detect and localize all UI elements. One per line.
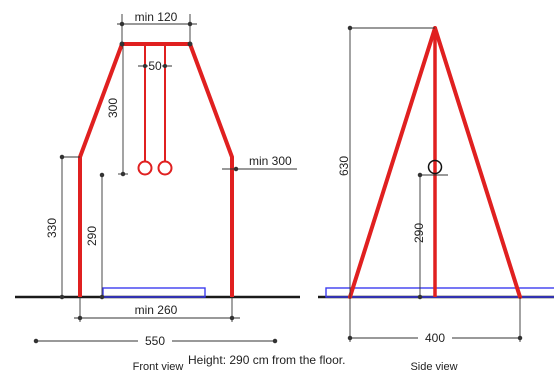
ring-gap-label-bg [148,59,162,72]
front-mat [102,287,206,298]
mat-width-label: min 260 [135,303,178,317]
side-ring [427,159,443,175]
side-view: 630 290 400 Side view [318,25,554,373]
side-ring-height-label: 290 [412,223,426,243]
rope-length-label: 300 [106,98,120,118]
mat-width-dimension [74,297,240,322]
height-note: Height: 290 cm from the floor. [188,353,345,367]
base-width-label: 550 [145,334,165,348]
side-view-caption: Side view [410,361,457,373]
side-right-leg [433,26,522,299]
total-height-label: 630 [337,156,351,176]
rope-length-dimension [118,44,128,177]
post-height-dimension [59,154,80,300]
base-depth-label: 400 [425,331,445,345]
base-width-dimension [33,338,278,344]
side-mat [325,287,554,298]
post-height-label: 330 [45,218,59,238]
side-clearance-label: min 300 [249,154,292,168]
side-clearance-dimension [222,166,297,172]
ring-gap-dimension [138,63,172,69]
total-height-dimension [347,25,435,297]
right-ring [157,160,173,176]
front-view-caption: Front view [133,361,184,373]
ring-height-dimension [99,172,105,300]
left-ring [137,160,153,176]
ring-gap-label: 50 [148,59,162,73]
ring-height-label: 290 [85,226,99,246]
front-frame [78,42,234,297]
top-width-label: min 120 [135,10,178,24]
side-ring-height-dimension [417,172,448,300]
front-view: min 120 50 300 min 300 330 [15,10,300,373]
side-left-leg [348,26,437,299]
base-depth-dimension [347,297,523,342]
